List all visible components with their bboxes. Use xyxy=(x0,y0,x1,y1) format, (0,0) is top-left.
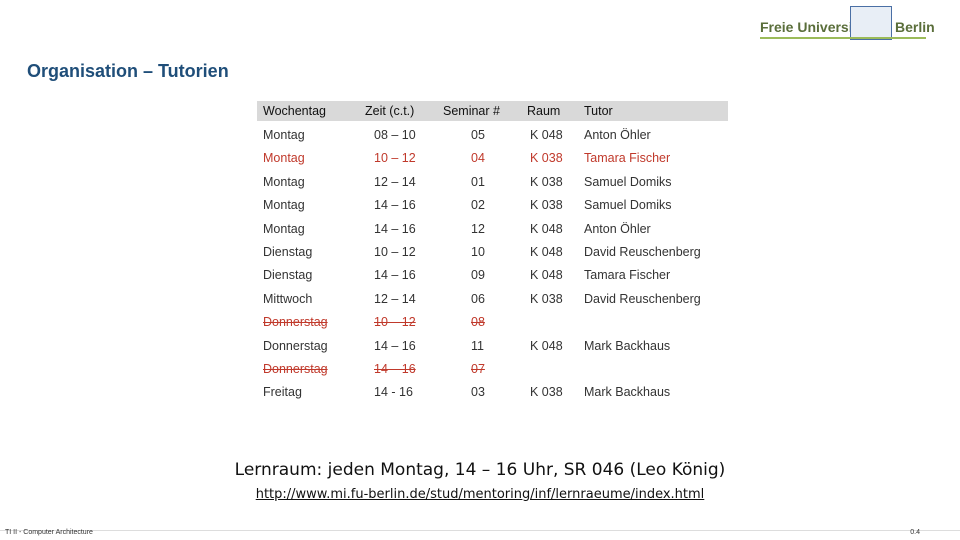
table-cell: 06 xyxy=(471,291,485,306)
table-cell: 01 xyxy=(471,174,485,189)
table-cell: 14 – 16 xyxy=(374,362,416,376)
table-cell: Donnerstag xyxy=(263,362,328,376)
table-cell: 09 xyxy=(471,268,485,283)
table-cell: Mittwoch xyxy=(263,291,313,306)
table-cell: Montag xyxy=(263,198,305,213)
table-cell: 11 xyxy=(471,338,484,353)
link[interactable]: http://www.mi.fu-berlin.de/stud/mentorin… xyxy=(255,487,705,502)
table-cell: 14 – 16 xyxy=(374,338,416,353)
table-cell: Samuel Domiks xyxy=(584,198,672,213)
column-header: Raum xyxy=(527,104,561,118)
table-cell: 14 – 16 xyxy=(374,198,416,213)
logo-left: Freie Universität xyxy=(760,19,870,35)
table-cell: 10 – 12 xyxy=(374,245,416,259)
table-cell: Montag xyxy=(263,128,305,142)
slide-title: Organisation – Tutorien xyxy=(27,61,229,81)
logo-seal xyxy=(850,6,892,40)
table-cell: 10 – 12 xyxy=(374,151,416,166)
table-cell: David Reuschenberg xyxy=(584,291,701,306)
table-cell: Freitag xyxy=(263,385,302,400)
table-cell: 10 xyxy=(471,245,485,259)
column-header: Tutor xyxy=(584,104,613,118)
footer-rule xyxy=(0,530,960,531)
table-cell: Donnerstag xyxy=(263,338,328,353)
table-cell: Montag xyxy=(263,151,305,166)
table-cell: Donnerstag xyxy=(263,315,328,330)
table-cell: K 048 xyxy=(530,268,563,283)
column-header: Zeit (c.t.) xyxy=(365,104,415,118)
table-cell: 14 – 16 xyxy=(374,268,416,283)
logo-rule xyxy=(760,37,926,39)
table-cell: K 038 xyxy=(530,151,563,166)
note: Lernraum: jeden Montag, 14 – 16 Uhr, SR … xyxy=(234,460,726,480)
footer-course: TI II - Computer Architecture xyxy=(5,529,93,536)
table-cell: Mark Backhaus xyxy=(584,385,671,400)
table-cell: Mark Backhaus xyxy=(584,338,671,353)
table-cell: K 048 xyxy=(530,338,563,353)
column-header: Seminar # xyxy=(443,104,500,118)
table-cell: 10 – 12 xyxy=(374,315,416,330)
table-cell: Dienstag xyxy=(263,268,313,283)
table-cell: Anton Öhler xyxy=(584,128,651,142)
table-cell: Montag xyxy=(263,174,305,189)
logo-right: Berlin xyxy=(895,19,935,35)
table-cell: K 038 xyxy=(530,385,563,400)
table-cell: 12 – 14 xyxy=(374,291,416,306)
table-cell: K 038 xyxy=(530,198,563,213)
table-cell: 07 xyxy=(471,362,485,376)
table-cell: 05 xyxy=(471,128,485,142)
table-cell: Dienstag xyxy=(263,245,313,259)
table-cell: 12 – 14 xyxy=(374,174,416,189)
table-cell: K 038 xyxy=(530,174,563,189)
table-cell: 02 xyxy=(471,198,485,213)
table-cell: K 038 xyxy=(530,291,563,306)
table-cell: 04 xyxy=(471,151,485,166)
table-cell: 03 xyxy=(471,385,485,400)
table-cell: 14 - 16 xyxy=(374,385,413,400)
table-cell: Tamara Fischer xyxy=(584,151,671,166)
column-header: Wochentag xyxy=(263,104,327,118)
table-cell: David Reuschenberg xyxy=(584,245,701,259)
footer-page: 0.4 xyxy=(910,529,920,536)
table-cell: K 048 xyxy=(530,221,563,236)
table-cell: Tamara Fischer xyxy=(584,268,671,283)
table-header-bg xyxy=(257,101,728,121)
table-cell: Anton Öhler xyxy=(584,221,651,236)
table-cell: 08 – 10 xyxy=(374,128,416,142)
table-cell: K 048 xyxy=(530,128,563,142)
table-cell: K 048 xyxy=(530,245,563,259)
table-cell: 12 xyxy=(471,221,485,236)
table-cell: 14 – 16 xyxy=(374,221,416,236)
table-cell: Samuel Domiks xyxy=(584,174,672,189)
table-cell: Montag xyxy=(263,221,305,236)
table-cell: 08 xyxy=(471,315,485,330)
